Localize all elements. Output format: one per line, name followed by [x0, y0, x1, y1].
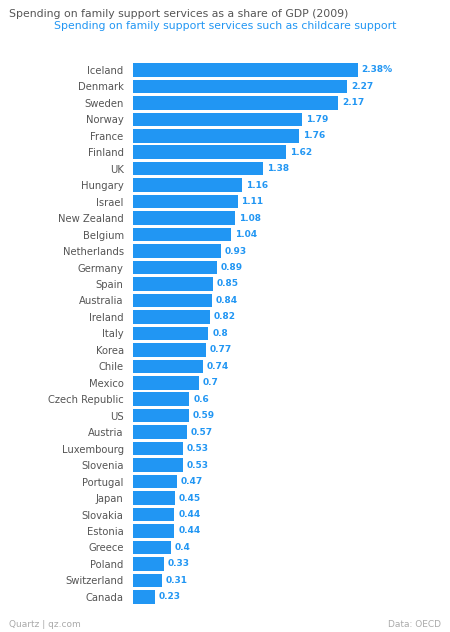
Text: 1.76: 1.76 — [303, 131, 325, 140]
Bar — [133, 327, 208, 340]
Text: Spending on family support services as a share of GDP (2009): Spending on family support services as a… — [9, 9, 348, 20]
Text: 0.8: 0.8 — [212, 329, 228, 338]
Text: Data: OECD: Data: OECD — [388, 620, 441, 629]
Text: 0.6: 0.6 — [194, 395, 209, 404]
Text: 1.38: 1.38 — [267, 164, 289, 173]
Bar — [133, 228, 231, 241]
Bar — [133, 590, 154, 604]
Bar — [133, 574, 162, 587]
Bar — [133, 145, 286, 159]
Text: 0.85: 0.85 — [217, 279, 239, 288]
Text: 0.53: 0.53 — [187, 461, 209, 470]
Text: 1.08: 1.08 — [238, 214, 261, 222]
Text: 0.7: 0.7 — [203, 379, 219, 387]
Bar — [133, 475, 177, 489]
Text: 0.89: 0.89 — [220, 263, 243, 272]
Text: 1.79: 1.79 — [306, 115, 328, 124]
Bar — [133, 195, 238, 209]
Text: 2.38%: 2.38% — [362, 66, 393, 75]
Bar — [133, 409, 189, 422]
Bar — [133, 507, 174, 521]
Bar — [133, 63, 358, 76]
Bar — [133, 360, 203, 373]
Text: 0.47: 0.47 — [181, 477, 203, 486]
Bar — [133, 162, 263, 176]
Bar — [133, 376, 199, 389]
Bar — [133, 129, 299, 143]
Text: 1.16: 1.16 — [246, 181, 268, 190]
Text: Quartz | qz.com: Quartz | qz.com — [9, 620, 81, 629]
Bar — [133, 211, 235, 225]
Text: 0.23: 0.23 — [158, 592, 180, 601]
Text: 0.31: 0.31 — [166, 576, 188, 585]
Bar — [133, 458, 183, 472]
Bar — [133, 557, 164, 571]
Bar — [133, 425, 187, 439]
Bar — [133, 491, 176, 505]
Text: 0.84: 0.84 — [216, 296, 238, 305]
Text: 1.62: 1.62 — [290, 148, 312, 157]
Text: 0.53: 0.53 — [187, 444, 209, 453]
Text: 0.74: 0.74 — [207, 362, 229, 371]
Bar — [133, 261, 217, 274]
Text: 0.45: 0.45 — [179, 494, 201, 502]
Text: 0.44: 0.44 — [178, 510, 200, 519]
Bar — [133, 442, 183, 456]
Bar — [133, 524, 174, 538]
Bar — [133, 245, 220, 258]
Bar — [133, 310, 210, 324]
Bar — [133, 96, 338, 109]
Text: 0.57: 0.57 — [190, 428, 212, 437]
Text: 0.33: 0.33 — [168, 559, 190, 568]
Bar — [133, 277, 213, 291]
Text: 2.27: 2.27 — [351, 82, 374, 91]
Text: 0.93: 0.93 — [225, 246, 247, 255]
Bar — [133, 80, 347, 93]
Text: 2.17: 2.17 — [342, 99, 364, 107]
Text: 0.4: 0.4 — [174, 543, 190, 552]
Bar — [133, 112, 302, 126]
Text: 0.59: 0.59 — [192, 411, 215, 420]
Text: 0.82: 0.82 — [214, 312, 236, 322]
Bar — [133, 178, 243, 192]
Text: 0.77: 0.77 — [209, 345, 232, 355]
Text: 1.04: 1.04 — [235, 230, 257, 239]
Text: Spending on family support services such as childcare support: Spending on family support services such… — [54, 21, 396, 32]
Bar — [133, 392, 189, 406]
Text: 0.44: 0.44 — [178, 526, 200, 535]
Bar — [133, 343, 206, 356]
Bar — [133, 541, 171, 554]
Bar — [133, 294, 212, 307]
Text: 1.11: 1.11 — [242, 197, 264, 206]
